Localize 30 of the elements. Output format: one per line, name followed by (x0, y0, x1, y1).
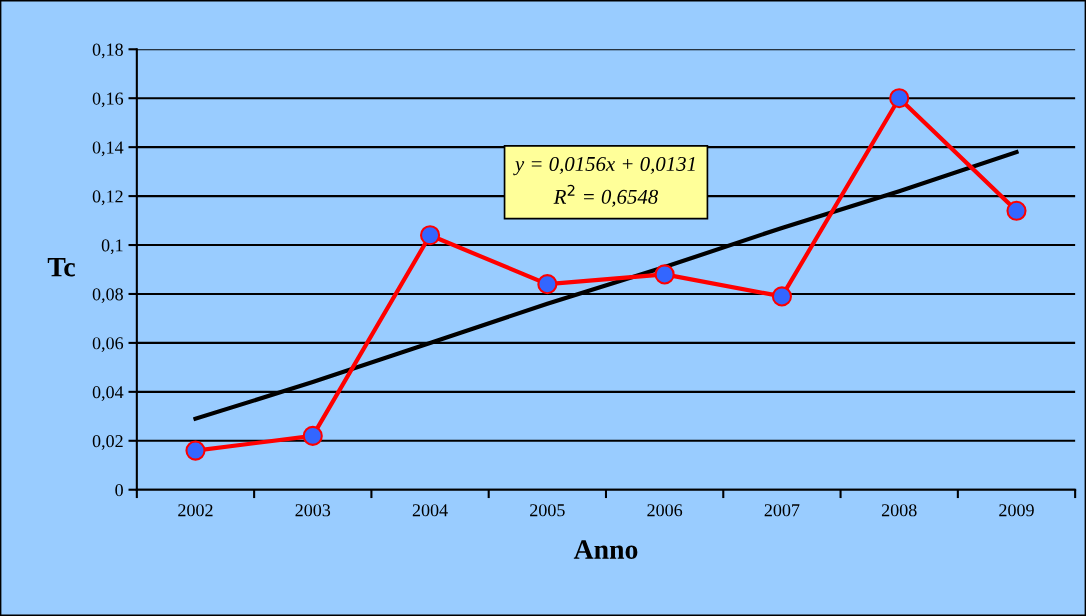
y-tick-label: 0,04 (92, 386, 124, 401)
y-axis-title: Tc (47, 257, 75, 277)
annotation: y = 0,0156x + 0,0131 (513, 156, 695, 176)
x-tick-label: 2005 (530, 504, 565, 517)
point (771, 286, 792, 307)
point (537, 274, 558, 295)
x-tick-label: 2004 (412, 504, 448, 517)
y-tick-label: 0,18 (92, 43, 123, 59)
point (889, 88, 910, 109)
x-tick-label: 2003 (295, 504, 331, 517)
y-tick-label: 0,02 (92, 435, 123, 450)
point (654, 264, 675, 285)
point (185, 440, 206, 461)
x-tick-label: 2002 (178, 504, 213, 517)
y-tick-label: 0,14 (92, 141, 124, 157)
y-tick-label: 0 (115, 483, 123, 497)
y-tick-label: 0,08 (92, 288, 123, 304)
point (419, 225, 441, 246)
y-tick-label: 0,06 (92, 337, 124, 352)
annotation: R$^{2}$ = 0,6548 (553, 184, 658, 207)
y-tick-label: 0,1 (101, 239, 123, 255)
x-tick-label: 2007 (764, 504, 800, 517)
x-tick-label: 2008 (881, 504, 917, 517)
point (302, 425, 323, 446)
point (1006, 200, 1027, 221)
x-tick-label: 2009 (999, 504, 1034, 517)
x-axis-title: Anno (573, 540, 638, 559)
y-tick-label: 0,16 (92, 92, 124, 108)
x-tick-label: 2006 (647, 504, 683, 517)
y-tick-label: 0,12 (92, 190, 123, 206)
